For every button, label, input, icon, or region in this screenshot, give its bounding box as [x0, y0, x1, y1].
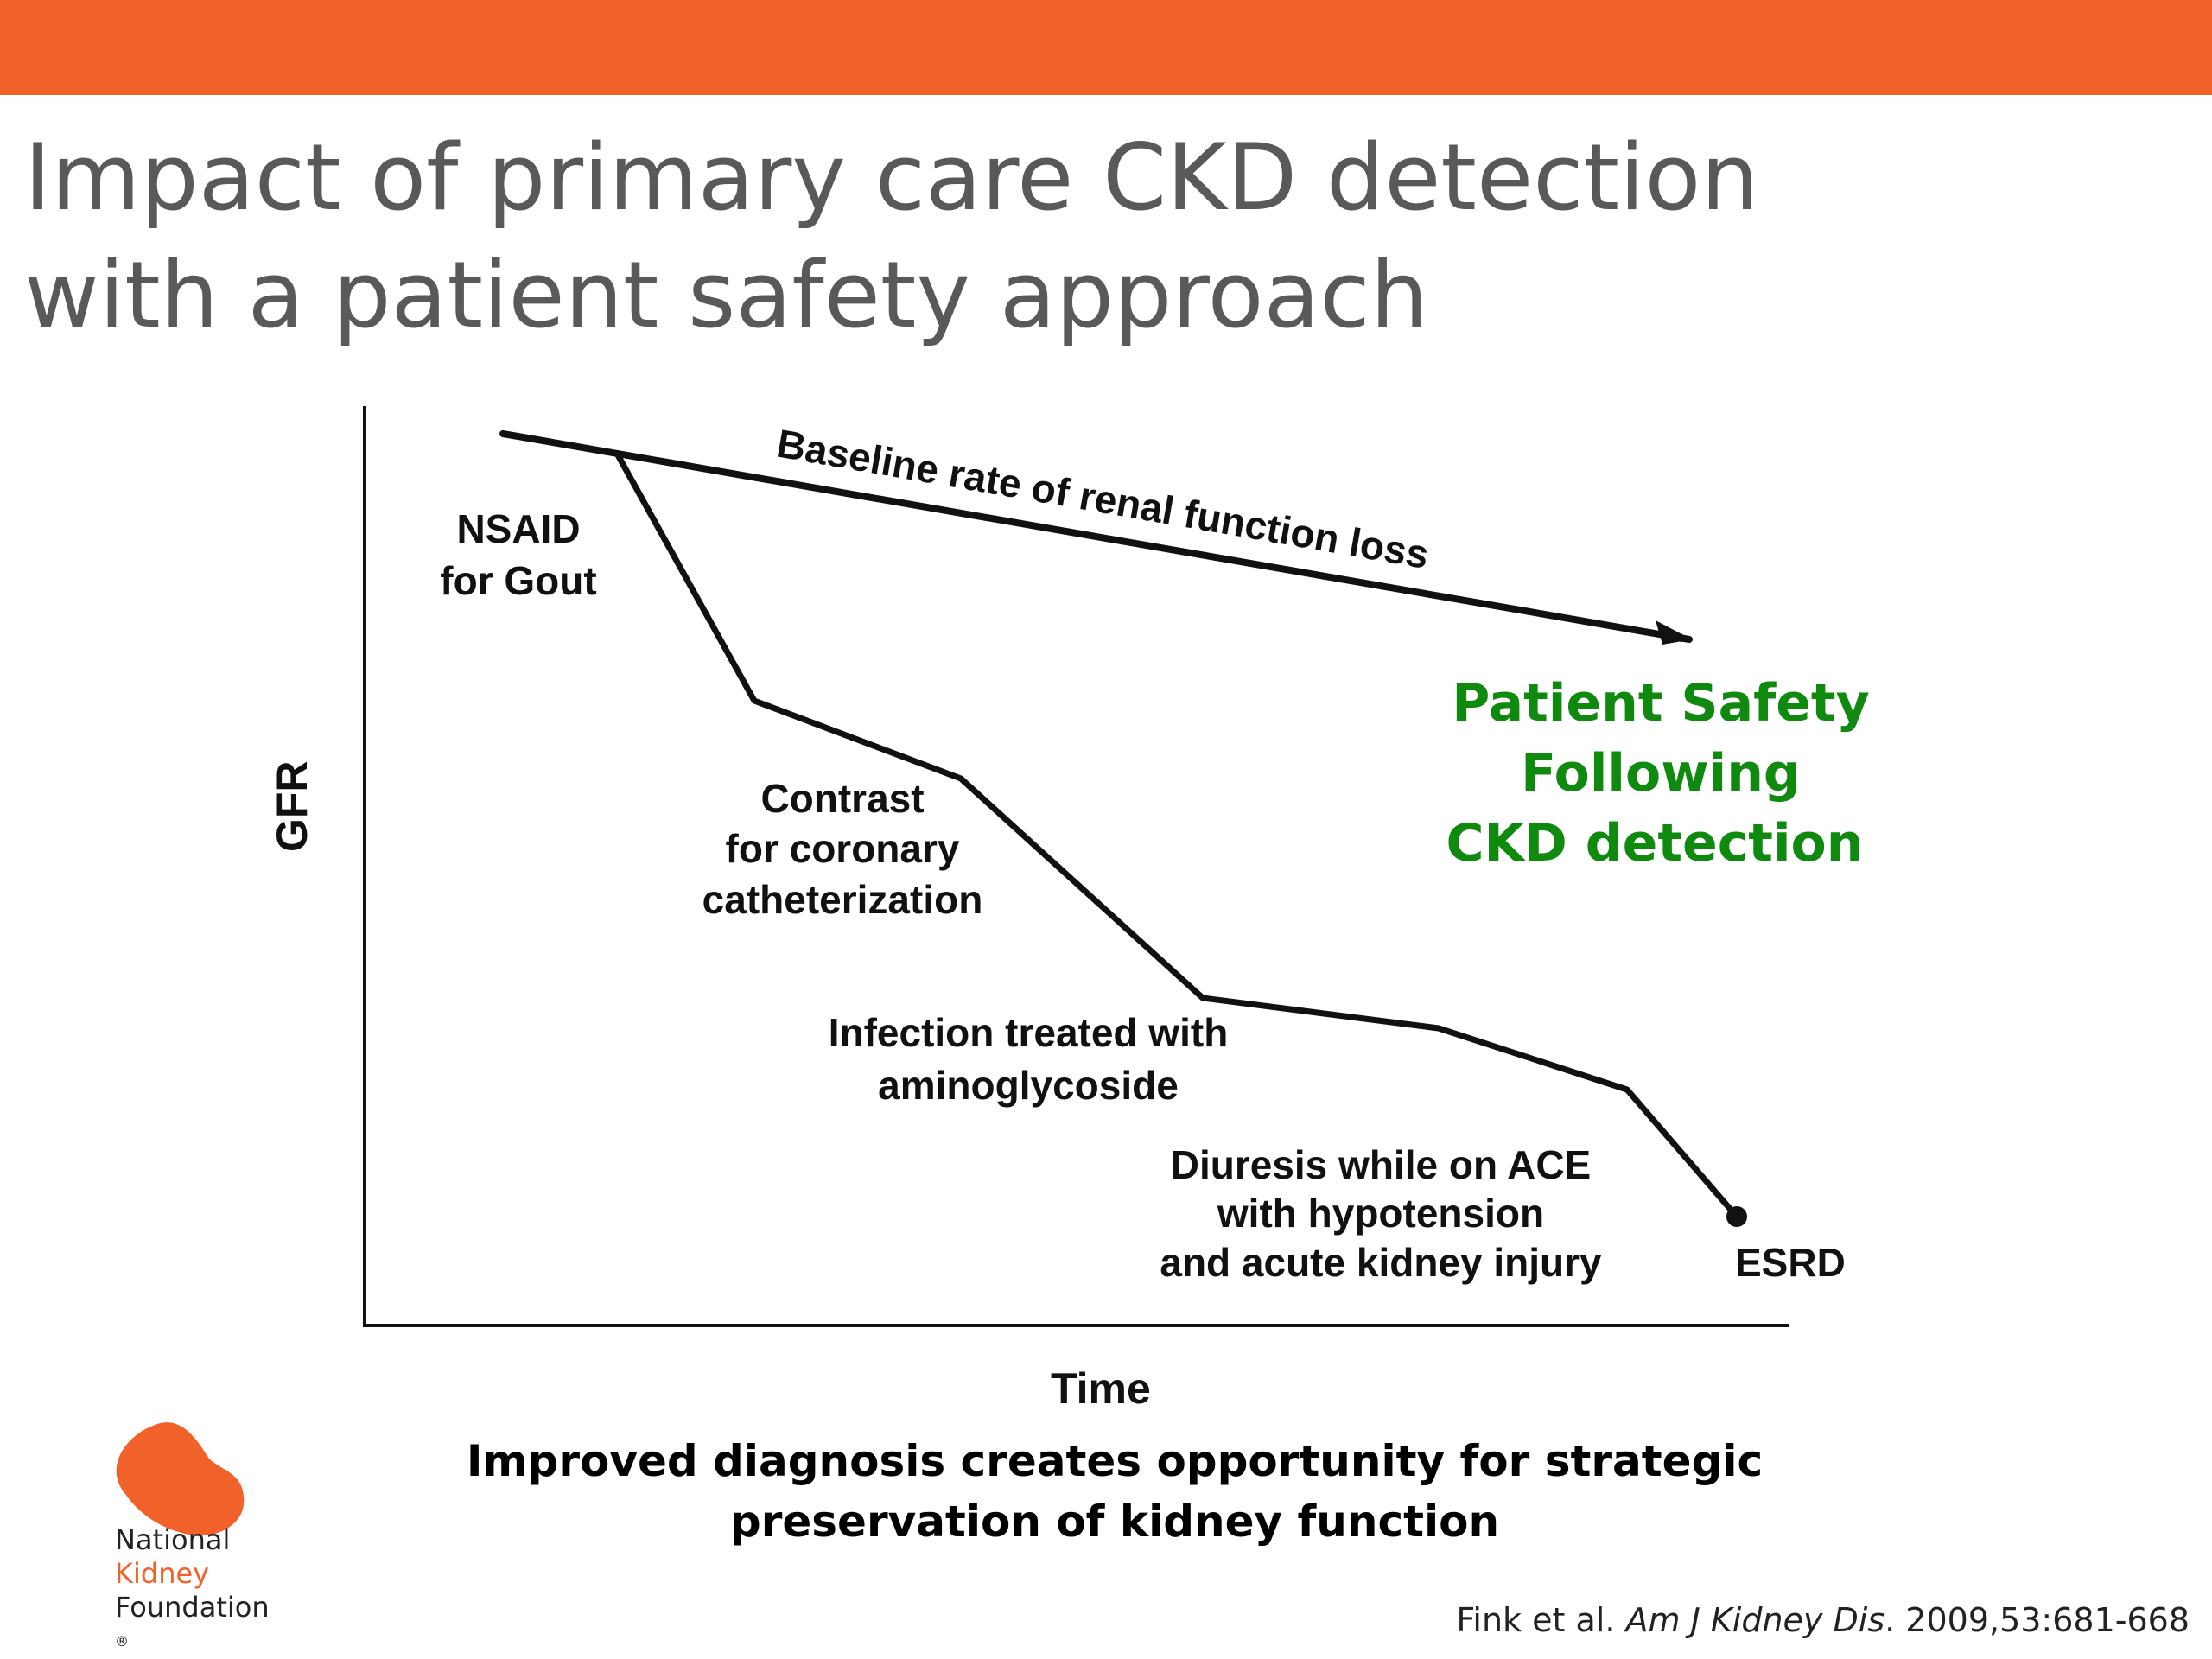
slide-title-line-1: Impact of primary care CKD detection: [24, 124, 1759, 231]
citation-authors: Fink et al.: [1456, 1601, 1626, 1639]
patient-safety-note: Patient Safety Following CKD detection: [1446, 673, 1870, 874]
svg-text:aminoglycoside: aminoglycoside: [878, 1063, 1179, 1108]
citation: Fink et al. Am J Kidney Dis. 2009,53:681…: [1456, 1601, 2190, 1639]
svg-text:for Gout: for Gout: [440, 558, 596, 603]
nsaid-label: NSAID for Gout: [440, 506, 596, 603]
baseline-arrow: [499, 430, 1693, 643]
diuresis-label: Diuresis while on ACE with hypotension a…: [1160, 1142, 1602, 1285]
logo-line-foundation: Foundation ®: [115, 1591, 270, 1658]
y-axis-label: GFR: [268, 760, 316, 852]
logo-line-national: National: [115, 1523, 231, 1556]
contrast-label: Contrast for coronary catheterization: [702, 776, 983, 922]
svg-text:Following: Following: [1521, 743, 1801, 804]
top-accent-bar: [0, 0, 2212, 95]
svg-text:CKD detection: CKD detection: [1446, 813, 1864, 874]
citation-journal: Am J Kidney Dis: [1625, 1601, 1885, 1639]
nkf-logo-text: National Kidney Foundation ®: [115, 1523, 270, 1658]
citation-details: . 2009,53:681-668: [1885, 1601, 2190, 1639]
svg-text:with hypotension: with hypotension: [1217, 1191, 1544, 1236]
svg-text:Contrast: Contrast: [760, 776, 924, 821]
logo-line-kidney: Kidney: [115, 1557, 210, 1590]
svg-text:Patient Safety: Patient Safety: [1452, 673, 1869, 734]
gfr-decline-line: [613, 450, 1739, 1219]
kidney-icon: [116, 1422, 245, 1536]
x-axis-label: Time: [1051, 1364, 1151, 1413]
esrd-endpoint-marker: [1726, 1206, 1747, 1227]
conclusion-line-2: preservation of kidney function: [729, 1497, 1500, 1547]
svg-text:catheterization: catheterization: [702, 877, 983, 922]
conclusion-text: Improved diagnosis creates opportunity f…: [380, 1431, 1849, 1552]
registered-mark: ®: [115, 1633, 129, 1649]
svg-text:NSAID: NSAID: [456, 506, 580, 551]
slide-title: Impact of primary care CKD detection wit…: [24, 119, 2012, 354]
svg-text:for coronary: for coronary: [726, 826, 960, 871]
logo-foundation-word: Foundation: [115, 1591, 270, 1624]
slide-title-line-2: with a patient safety approach: [24, 242, 1428, 348]
conclusion-line-1: Improved diagnosis creates opportunity f…: [466, 1436, 1764, 1486]
baseline-arrowhead: [1656, 620, 1692, 645]
svg-text:Infection treated with: Infection treated with: [829, 1010, 1229, 1055]
svg-text:Diuresis while on ACE: Diuresis while on ACE: [1171, 1142, 1592, 1187]
esrd-label: ESRD: [1735, 1240, 1846, 1285]
svg-text:and acute kidney injury: and acute kidney injury: [1160, 1240, 1602, 1285]
infection-label: Infection treated with aminoglycoside: [829, 1010, 1229, 1108]
